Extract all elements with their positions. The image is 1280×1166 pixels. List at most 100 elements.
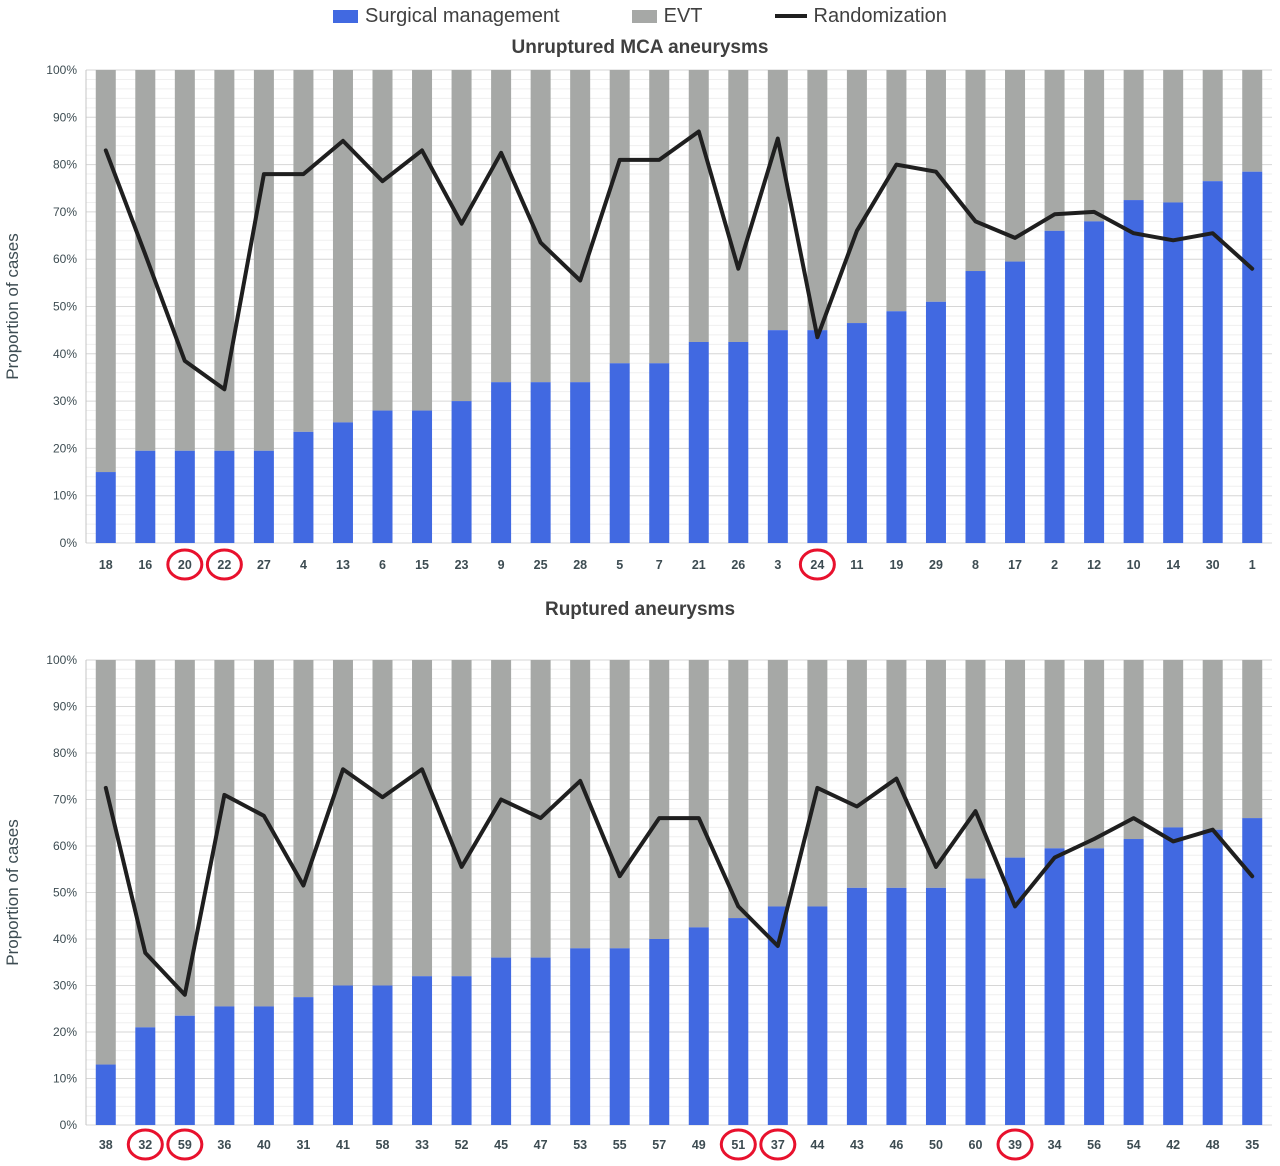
x-label-site-19: 19 <box>889 558 903 572</box>
x-label-site-55: 55 <box>613 1138 627 1152</box>
legend-item-surgical: Surgical management <box>333 5 560 28</box>
surgical-bar-segment-11 <box>846 323 867 543</box>
y-tick-label: 100% <box>46 653 77 667</box>
y-tick-label: 20% <box>53 1025 77 1039</box>
red-circle-site-24 <box>798 548 836 581</box>
x-label-site-40: 40 <box>257 1138 271 1152</box>
x-label-site-46: 46 <box>889 1138 903 1152</box>
evt-bar-segment-10 <box>1123 70 1144 201</box>
evt-bar-segment-15 <box>412 70 433 411</box>
surgical-bar-segment-29 <box>925 301 946 543</box>
surgical-bar-segment-58 <box>372 985 393 1125</box>
evt-bar-segment-45 <box>491 660 512 958</box>
evt-bar-segment-25 <box>530 70 551 383</box>
evt-bar-segment-44 <box>807 660 828 907</box>
evt-bar-segment-14 <box>1163 70 1184 203</box>
red-circle-site-20 <box>166 548 204 581</box>
y-tick-label: 20% <box>53 441 77 455</box>
x-label-site-56: 56 <box>1087 1138 1101 1152</box>
evt-bar-segment-58 <box>372 660 393 986</box>
x-label-site-17: 17 <box>1008 558 1022 572</box>
red-circle-site-59 <box>166 1128 204 1161</box>
y-tick-label: 90% <box>53 700 77 714</box>
surgical-bar-segment-12 <box>1084 221 1105 544</box>
surgical-bar-segment-41 <box>332 985 353 1125</box>
x-label-site-1: 1 <box>1249 558 1256 572</box>
x-label-site-25: 25 <box>534 558 548 572</box>
evt-swatch-icon <box>631 9 657 23</box>
evt-bar-segment-33 <box>412 660 433 977</box>
y-tick-label: 100% <box>46 63 77 77</box>
x-label-site-11: 11 <box>850 558 863 572</box>
y-tick-label: 10% <box>53 489 77 503</box>
evt-bar-segment-59 <box>174 660 195 1016</box>
evt-bar-segment-49 <box>688 660 709 928</box>
x-label-site-27: 27 <box>257 558 271 572</box>
y-tick-label: 70% <box>53 793 77 807</box>
x-label-site-9: 9 <box>498 558 505 572</box>
x-label-site-32: 32 <box>138 1138 152 1152</box>
unruptured-chart-title: Unruptured MCA aneurysms <box>511 37 769 58</box>
surgical-bar-segment-32 <box>135 1027 156 1125</box>
x-label-site-48: 48 <box>1206 1138 1220 1152</box>
x-label-site-21: 21 <box>692 558 706 572</box>
x-label-site-15: 15 <box>415 558 429 572</box>
x-label-site-29: 29 <box>929 558 943 572</box>
y-tick-label: 60% <box>53 252 77 266</box>
x-label-site-13: 13 <box>336 558 350 572</box>
evt-bar-segment-24 <box>807 70 828 331</box>
surgical-bar-segment-51 <box>728 918 749 1125</box>
surgical-bar-segment-2 <box>1044 230 1065 543</box>
x-label-site-49: 49 <box>692 1138 706 1152</box>
surgical-bar-segment-26 <box>728 341 749 543</box>
surgical-bar-segment-21 <box>688 341 709 543</box>
x-label-site-45: 45 <box>494 1138 508 1152</box>
evt-bar-segment-18 <box>95 70 116 473</box>
y-tick-label: 30% <box>53 394 77 408</box>
evt-bar-segment-38 <box>95 660 116 1065</box>
evt-bar-segment-50 <box>925 660 946 888</box>
x-label-site-42: 42 <box>1166 1138 1180 1152</box>
x-label-site-54: 54 <box>1127 1138 1141 1152</box>
y-tick-label: 80% <box>53 746 77 760</box>
surgical-bar-segment-37 <box>767 906 788 1125</box>
evt-bar-segment-41 <box>332 660 353 986</box>
surgical-bar-segment-55 <box>609 948 630 1125</box>
x-label-site-24: 24 <box>810 558 824 572</box>
evt-bar-segment-32 <box>135 660 156 1028</box>
surgical-bar-segment-24 <box>807 330 828 543</box>
surgical-bar-segment-4 <box>293 431 314 543</box>
surgical-bar-segment-8 <box>965 271 986 543</box>
evt-bar-segment-26 <box>728 70 749 342</box>
x-label-site-16: 16 <box>138 558 152 572</box>
evt-bar-segment-56 <box>1084 660 1105 849</box>
surgical-bar-segment-7 <box>649 363 670 543</box>
surgical-bar-segment-20 <box>174 450 195 543</box>
surgical-bar-segment-10 <box>1123 200 1144 543</box>
surgical-bar-segment-57 <box>649 939 670 1125</box>
surgical-bar-segment-43 <box>846 887 867 1125</box>
evt-bar-segment-21 <box>688 70 709 342</box>
evt-bar-segment-4 <box>293 70 314 432</box>
y-tick-label: 0% <box>60 536 78 550</box>
y-tick-label: 30% <box>53 979 77 993</box>
x-label-site-36: 36 <box>217 1138 231 1152</box>
evt-bar-segment-51 <box>728 660 749 919</box>
y-tick-label: 50% <box>53 886 77 900</box>
surgical-bar-segment-5 <box>609 363 630 543</box>
x-label-site-51: 51 <box>731 1138 745 1152</box>
y-tick-label: 10% <box>53 1072 77 1086</box>
ruptured-chart: 0% 10% 20% 30% 40% 50% 60% 70% 80% 90% 100% Proport… <box>3 653 1272 1161</box>
evt-bar-segment-29 <box>925 70 946 302</box>
y-tick-label: 70% <box>53 205 77 219</box>
x-label-site-31: 31 <box>296 1138 310 1152</box>
surgical-bar-segment-33 <box>412 976 433 1125</box>
evt-bar-segment-27 <box>253 70 274 451</box>
legend-label-randomization: Randomization <box>813 4 947 27</box>
x-label-site-28: 28 <box>573 558 587 572</box>
surgical-bar-segment-56 <box>1084 848 1105 1125</box>
evt-bar-segment-2 <box>1044 70 1065 231</box>
surgical-bar-segment-14 <box>1163 202 1184 543</box>
y-tick-label: 80% <box>53 158 77 172</box>
